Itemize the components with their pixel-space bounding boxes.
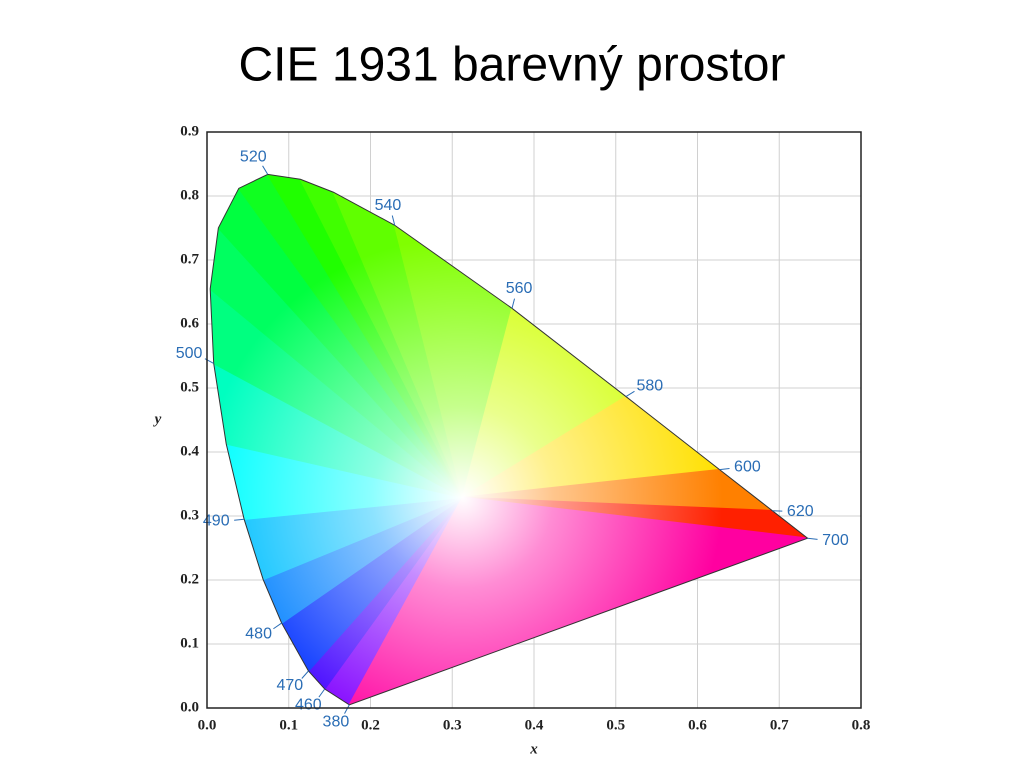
wavelength-tick	[391, 215, 396, 226]
wavelength-tick	[807, 537, 818, 540]
wavelength-label: 460	[295, 696, 322, 713]
x-tick-label: 0.3	[443, 717, 462, 733]
slide-title: CIE 1931 barevný prostor	[239, 39, 786, 92]
wavelength-label: 470	[277, 677, 304, 694]
wavelength-label: 540	[375, 197, 402, 214]
wavelength-label: 620	[787, 503, 814, 520]
y-tick-label: 0.1	[180, 635, 199, 651]
y-tick-label: 0.9	[180, 123, 199, 139]
wavelength-label: 380	[323, 714, 350, 731]
wavelength-tick	[318, 688, 326, 698]
wavelength-label: 520	[240, 148, 267, 165]
wavelength-tick	[625, 390, 635, 398]
x-tick-label: 0.6	[688, 717, 707, 733]
x-tick-label: 0.5	[606, 717, 625, 733]
wavelength-tick	[262, 165, 269, 175]
wavelength-label: 490	[203, 512, 230, 529]
y-tick-label: 0.4	[180, 443, 199, 459]
x-tick-label: 0.2	[361, 717, 380, 733]
y-tick-label: 0.7	[180, 251, 199, 267]
wavelength-label: 600	[734, 459, 761, 476]
x-axis-label: x	[529, 741, 538, 757]
plot: 0.0 0.1 0.2 0.3 0.4 0.5 0.6 0.7 0.8 0.0 0.1 0.2 0.3 0…	[153, 123, 871, 757]
y-axis-label: y	[153, 411, 162, 427]
wavelength-tick	[511, 298, 516, 309]
wavelength-tick	[301, 670, 309, 679]
y-tick-label: 0.2	[180, 571, 199, 587]
x-tick-label: 0.4	[525, 717, 544, 733]
y-tick-label: 0.0	[180, 699, 199, 715]
wavelength-label: 560	[506, 280, 533, 297]
wavelength-tick	[344, 704, 350, 714]
plot-frame	[206, 131, 862, 709]
spectral-locus	[209, 173, 809, 706]
y-tick-label: 0.5	[180, 379, 199, 395]
wavelength-tick	[234, 518, 245, 521]
wavelength-label: 700	[822, 532, 849, 549]
x-tick-label: 0.8	[852, 717, 871, 733]
y-tick-label: 0.6	[180, 315, 199, 331]
x-tick-label: 0.0	[198, 717, 217, 733]
x-tick-label: 0.1	[279, 717, 298, 733]
wavelength-tick	[719, 468, 730, 471]
wavelength-label: 500	[176, 345, 203, 362]
wavelength-label: 580	[636, 377, 663, 394]
y-tick-label: 0.3	[180, 507, 199, 523]
wavelength-label: 480	[245, 626, 272, 643]
x-tick-label: 0.7	[770, 717, 789, 733]
wavelength-tick	[273, 622, 282, 630]
y-tick-label: 0.8	[180, 187, 199, 203]
